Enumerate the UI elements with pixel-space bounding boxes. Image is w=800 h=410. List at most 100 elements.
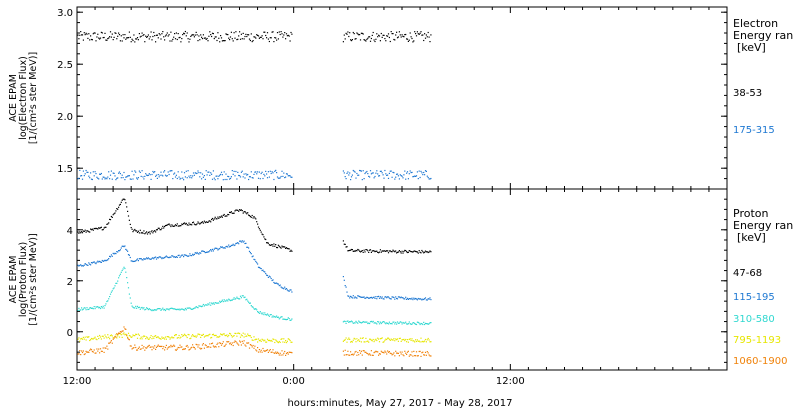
data-point bbox=[347, 250, 349, 252]
data-point bbox=[430, 299, 432, 301]
data-point bbox=[421, 172, 423, 174]
data-point bbox=[352, 354, 354, 356]
data-point bbox=[203, 37, 205, 39]
data-point bbox=[405, 250, 407, 252]
data-point bbox=[183, 33, 186, 35]
data-point bbox=[112, 338, 114, 340]
data-point bbox=[261, 35, 263, 37]
data-point bbox=[406, 323, 409, 325]
data-point bbox=[185, 170, 187, 172]
data-point bbox=[174, 33, 176, 35]
data-point bbox=[229, 343, 231, 345]
data-point bbox=[413, 340, 415, 342]
data-point bbox=[424, 37, 427, 39]
data-point bbox=[107, 38, 109, 40]
data-point bbox=[156, 345, 158, 347]
data-point bbox=[350, 354, 353, 356]
data-point bbox=[391, 176, 393, 178]
data-point bbox=[378, 354, 380, 356]
data-point bbox=[243, 336, 245, 338]
data-point bbox=[192, 346, 195, 348]
data-point bbox=[287, 290, 289, 292]
data-point bbox=[97, 335, 99, 337]
data-point bbox=[347, 338, 349, 340]
data-point bbox=[165, 338, 167, 340]
data-point bbox=[218, 175, 220, 177]
data-point bbox=[392, 296, 394, 298]
data-point bbox=[248, 335, 251, 337]
data-point bbox=[258, 312, 260, 314]
data-point bbox=[192, 253, 194, 255]
data-point bbox=[243, 240, 245, 242]
data-point bbox=[381, 337, 383, 339]
data-point bbox=[188, 334, 190, 336]
data-point bbox=[120, 247, 122, 249]
data-point bbox=[178, 308, 180, 310]
data-point bbox=[135, 333, 137, 335]
data-point bbox=[165, 175, 167, 177]
data-point bbox=[427, 31, 429, 34]
data-point bbox=[275, 351, 277, 353]
data-point bbox=[276, 315, 278, 317]
data-point bbox=[424, 170, 427, 172]
data-point bbox=[213, 346, 215, 348]
data-point bbox=[257, 311, 259, 313]
data-point bbox=[207, 335, 209, 337]
data-point bbox=[158, 227, 160, 229]
data-point bbox=[118, 275, 121, 277]
data-point bbox=[158, 256, 160, 258]
data-point bbox=[151, 310, 153, 312]
data-point bbox=[130, 227, 132, 229]
data-point bbox=[84, 229, 86, 231]
data-point bbox=[144, 258, 146, 260]
data-point bbox=[356, 32, 358, 34]
data-point bbox=[150, 231, 152, 233]
data-point bbox=[202, 250, 204, 252]
data-point bbox=[397, 340, 399, 342]
data-point bbox=[138, 258, 140, 260]
data-point bbox=[117, 251, 119, 253]
data-point bbox=[82, 265, 84, 267]
data-point bbox=[363, 321, 365, 323]
data-point bbox=[350, 179, 352, 181]
data-point bbox=[422, 323, 424, 326]
data-point bbox=[98, 307, 100, 309]
data-point bbox=[136, 305, 139, 307]
data-point bbox=[383, 250, 385, 252]
data-point bbox=[194, 34, 196, 36]
data-point bbox=[187, 38, 189, 40]
data-point bbox=[127, 287, 130, 289]
data-point bbox=[411, 323, 413, 325]
data-point bbox=[394, 323, 396, 325]
data-point bbox=[93, 337, 95, 339]
data-point bbox=[183, 309, 186, 311]
data-point bbox=[233, 341, 235, 343]
data-point bbox=[253, 173, 255, 175]
data-point bbox=[279, 317, 281, 319]
data-point bbox=[95, 352, 97, 354]
data-point bbox=[379, 296, 381, 298]
data-point bbox=[422, 174, 424, 176]
data-point bbox=[147, 34, 149, 36]
data-point bbox=[430, 341, 432, 343]
data-point bbox=[363, 178, 365, 180]
data-point bbox=[120, 35, 122, 37]
data-point bbox=[245, 335, 247, 337]
data-point bbox=[192, 222, 194, 224]
data-point bbox=[99, 260, 101, 262]
data-point bbox=[101, 32, 103, 34]
data-point bbox=[225, 335, 227, 337]
data-point bbox=[359, 34, 361, 36]
data-point bbox=[406, 38, 408, 40]
data-point bbox=[116, 337, 118, 339]
data-point bbox=[91, 228, 93, 230]
data-point bbox=[136, 178, 139, 180]
data-point bbox=[262, 177, 264, 180]
data-point bbox=[121, 245, 123, 247]
data-point bbox=[80, 175, 82, 177]
data-point bbox=[259, 229, 261, 231]
data-point bbox=[173, 337, 175, 339]
x-axis: 12:00 0:00 12:00 bbox=[63, 376, 525, 387]
data-point bbox=[409, 354, 411, 356]
data-point bbox=[174, 256, 177, 258]
